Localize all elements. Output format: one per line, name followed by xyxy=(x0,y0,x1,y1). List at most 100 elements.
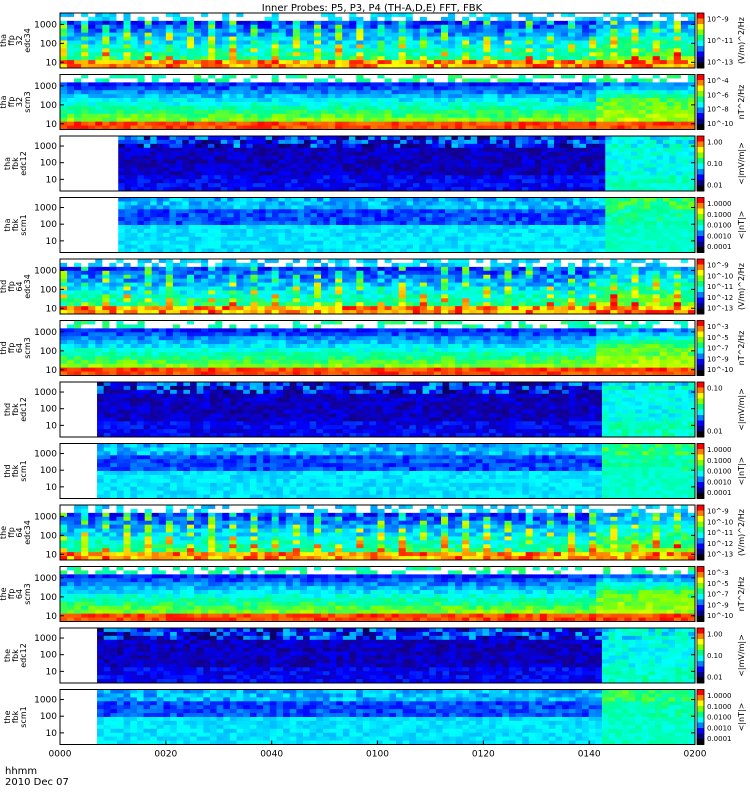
heatmap-cell xyxy=(363,82,370,86)
heatmap-cell xyxy=(215,37,222,41)
heatmap-cell xyxy=(279,102,286,106)
heatmap-cell xyxy=(476,114,483,118)
heatmap-cell xyxy=(650,140,657,144)
heatmap-cell xyxy=(195,156,202,160)
heatmap-cell xyxy=(370,86,377,90)
heatmap-cell xyxy=(272,183,279,187)
heatmap-cell xyxy=(451,201,458,205)
heatmap-cell xyxy=(650,148,657,152)
heatmap-cell xyxy=(419,205,426,209)
heatmap-cell xyxy=(159,122,166,126)
colorbar-band xyxy=(697,147,704,153)
heatmap-cell xyxy=(596,106,603,110)
heatmap-cell xyxy=(484,237,491,241)
heatmap-cell xyxy=(159,17,166,21)
heatmap-cell xyxy=(314,25,321,29)
heatmap-cell xyxy=(279,60,286,64)
heatmap-cell xyxy=(526,29,533,33)
heatmap-cell xyxy=(330,171,337,175)
heatmap-cell xyxy=(427,33,434,37)
heatmap-cell xyxy=(632,90,639,94)
heatmap-cell xyxy=(426,241,433,245)
heatmap-cell xyxy=(227,209,234,213)
heatmap-cell xyxy=(526,33,533,37)
heatmap-cell xyxy=(526,75,533,79)
heatmap-cell xyxy=(625,144,632,148)
heatmap-cell xyxy=(407,198,414,202)
heatmap-cell xyxy=(612,198,619,202)
heatmap-cell xyxy=(599,209,606,213)
heatmap-cell xyxy=(448,44,455,48)
heatmap-cell xyxy=(605,198,612,202)
heatmap-cell xyxy=(214,229,221,233)
heatmap-cell xyxy=(631,167,638,171)
heatmap-cell xyxy=(236,25,243,29)
heatmap-cell xyxy=(370,122,377,126)
heatmap-cell xyxy=(265,17,272,21)
heatmap-cell xyxy=(362,164,369,168)
heatmap-cell xyxy=(298,209,305,213)
heatmap-cell xyxy=(173,29,180,33)
heatmap-cell xyxy=(625,179,632,183)
heatmap-cell xyxy=(533,94,540,98)
heatmap-cell xyxy=(541,198,548,202)
heatmap-cell xyxy=(432,183,439,187)
heatmap-cell xyxy=(464,245,471,249)
heatmap-cell xyxy=(195,209,202,213)
heatmap-cell xyxy=(516,221,523,225)
heatmap-cell xyxy=(298,156,305,160)
heatmap-cell xyxy=(399,78,406,82)
heatmap-cell xyxy=(229,33,236,37)
heatmap-cell xyxy=(88,17,95,21)
heatmap-cell xyxy=(528,160,535,164)
heatmap-cell xyxy=(385,82,392,86)
heatmap-cell xyxy=(434,118,441,122)
heatmap-cell xyxy=(657,171,664,175)
heatmap-cell xyxy=(451,233,458,237)
heatmap-cell xyxy=(253,179,260,183)
heatmap-cell xyxy=(300,75,307,79)
heatmap-cell xyxy=(392,86,399,90)
heatmap-cell xyxy=(568,33,575,37)
heatmap-cell xyxy=(663,156,670,160)
heatmap-cell xyxy=(272,237,279,241)
heatmap-cell xyxy=(420,33,427,37)
heatmap-cell xyxy=(548,144,555,148)
heatmap-cell xyxy=(387,171,394,175)
heatmap-cell xyxy=(663,160,670,164)
heatmap-cell xyxy=(307,82,314,86)
heatmap-cell xyxy=(575,44,582,48)
heatmap-cell xyxy=(215,75,222,79)
heatmap-cell xyxy=(490,160,497,164)
heatmap-cell xyxy=(484,171,491,175)
heatmap-cell xyxy=(291,167,298,171)
colorbar-tick-label: 0.01 xyxy=(707,182,723,190)
heatmap-cell xyxy=(512,98,519,102)
heatmap-cell xyxy=(589,25,596,29)
heatmap-cell xyxy=(667,94,674,98)
heatmap-cell xyxy=(321,52,328,56)
heatmap-cell xyxy=(573,156,580,160)
heatmap-cell xyxy=(400,144,407,148)
heatmap-cell xyxy=(476,60,483,64)
heatmap-cell xyxy=(173,13,180,17)
heatmap-cell xyxy=(639,106,646,110)
heatmap-cell xyxy=(102,94,109,98)
heatmap-cell xyxy=(144,183,151,187)
heatmap-cell xyxy=(375,171,382,175)
heatmap-cell xyxy=(540,29,547,33)
heatmap-cell xyxy=(166,60,173,64)
heatmap-cell xyxy=(253,201,260,205)
heatmap-cell xyxy=(419,148,426,152)
heatmap-cell xyxy=(567,237,574,241)
heatmap-cell xyxy=(202,148,209,152)
heatmap-cell xyxy=(363,102,370,106)
heatmap-cell xyxy=(419,152,426,156)
heatmap-cell xyxy=(554,156,561,160)
heatmap-cell xyxy=(314,75,321,79)
heatmap-cell xyxy=(102,82,109,86)
heatmap-cell xyxy=(540,33,547,37)
heatmap-cell xyxy=(554,94,561,98)
heatmap-cell xyxy=(321,17,328,21)
heatmap-cell xyxy=(505,17,512,21)
